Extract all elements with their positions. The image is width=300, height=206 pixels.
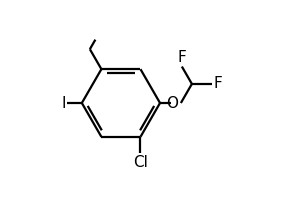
Text: F: F	[214, 76, 222, 91]
Text: O: O	[167, 96, 178, 110]
Text: Cl: Cl	[133, 155, 148, 170]
Text: I: I	[61, 96, 66, 110]
Text: F: F	[178, 49, 186, 64]
